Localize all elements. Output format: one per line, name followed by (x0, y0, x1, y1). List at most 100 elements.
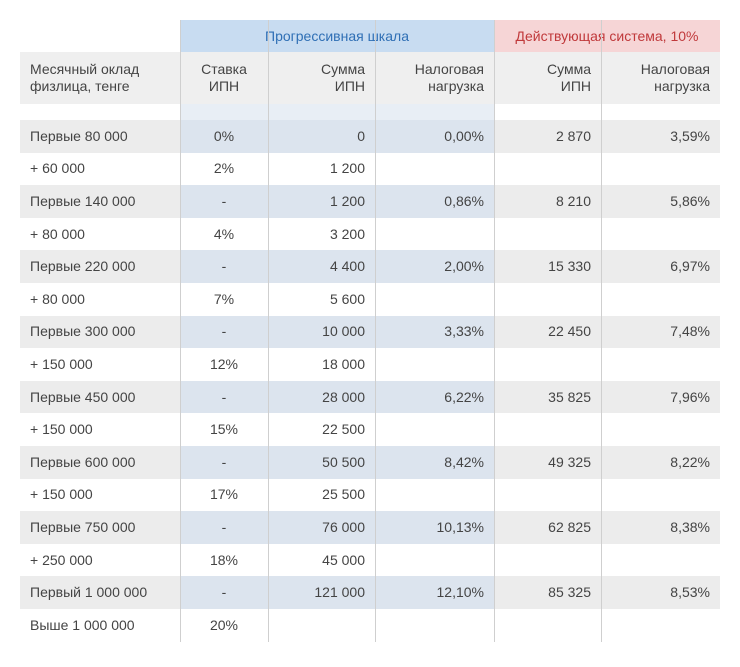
column-divider (375, 20, 376, 642)
table-cell (494, 152, 601, 186)
table-cell (375, 413, 494, 446)
table-cell: 121 000 (268, 576, 375, 609)
table-cell: 1 200 (268, 185, 375, 218)
table-cell: + 150 000 (20, 413, 180, 446)
table-cell: + 80 000 (20, 217, 180, 251)
table-cell: - (180, 315, 268, 349)
column-divider (268, 20, 269, 642)
table-cell: Первые 80 000 (20, 120, 180, 153)
column-header: Месячный оклад физлица, тенге (20, 52, 180, 104)
table-cell: 0 (268, 120, 375, 153)
table-cell: Первые 750 000 (20, 511, 180, 544)
table-cell: 8,53% (601, 576, 720, 609)
table-cell: 8 210 (494, 185, 601, 218)
table-cell (494, 413, 601, 446)
table-cell: 28 000 (268, 380, 375, 414)
table-cell: 0% (180, 120, 268, 153)
column-header: Налоговая нагрузка (601, 52, 720, 104)
column-header: Ставка ИПН (180, 52, 268, 104)
table-cell: 25 500 (268, 478, 375, 512)
table-cell: 1 200 (268, 152, 375, 186)
table-cell: 10 000 (268, 315, 375, 349)
table-cell: 7,48% (601, 315, 720, 349)
table-cell (375, 609, 494, 642)
table-cell: 62 825 (494, 511, 601, 544)
table-cell (494, 478, 601, 512)
table-cell: 2,00% (375, 250, 494, 283)
table-cell: Первые 220 000 (20, 250, 180, 283)
table-cell: 4% (180, 217, 268, 251)
table-cell: 8,22% (601, 446, 720, 479)
table-cell: Первый 1 000 000 (20, 576, 180, 609)
table-cell: 18% (180, 543, 268, 577)
table-cell: Выше 1 000 000 (20, 609, 180, 642)
table-cell (375, 217, 494, 251)
table-cell: 0,86% (375, 185, 494, 218)
table-cell: 15% (180, 413, 268, 446)
table-cell: 12,10% (375, 576, 494, 609)
table-cell (375, 152, 494, 186)
table-cell: 22 450 (494, 315, 601, 349)
group-header: Действующая система, 10% (494, 20, 720, 52)
table-cell: 22 500 (268, 413, 375, 446)
table-cell: - (180, 250, 268, 283)
table-cell (375, 348, 494, 381)
table-cell: 45 000 (268, 543, 375, 577)
column-header: Налоговая нагрузка (375, 52, 494, 104)
table-cell (375, 283, 494, 316)
table-cell: Первые 300 000 (20, 315, 180, 349)
table-cell (494, 543, 601, 577)
table-cell (601, 478, 720, 512)
column-divider (601, 20, 602, 642)
table-cell (494, 217, 601, 251)
table-cell: Первые 600 000 (20, 446, 180, 479)
table-cell: 10,13% (375, 511, 494, 544)
table-cell: 7,96% (601, 380, 720, 414)
table-cell: 2% (180, 152, 268, 186)
table-cell (375, 543, 494, 577)
table-cell: 35 825 (494, 380, 601, 414)
table-cell (601, 413, 720, 446)
column-divider (180, 20, 181, 642)
table-cell: 8,42% (375, 446, 494, 479)
table-cell: + 80 000 (20, 283, 180, 316)
table-cell: - (180, 576, 268, 609)
table-cell: Первые 140 000 (20, 185, 180, 218)
table-cell (268, 609, 375, 642)
table-cell: 18 000 (268, 348, 375, 381)
table-cell (601, 283, 720, 316)
table-cell (494, 283, 601, 316)
table-cell (601, 152, 720, 186)
table-cell: 3,33% (375, 315, 494, 349)
table-cell: 5,86% (601, 185, 720, 218)
table-cell: 4 400 (268, 250, 375, 283)
table-cell (375, 478, 494, 512)
table-cell: 17% (180, 478, 268, 512)
table-cell: Первые 450 000 (20, 380, 180, 414)
table-cell: - (180, 185, 268, 218)
table-cell (494, 609, 601, 642)
table-cell: - (180, 446, 268, 479)
table-cell: 6,22% (375, 380, 494, 414)
table-cell: 50 500 (268, 446, 375, 479)
table-cell (601, 348, 720, 381)
table-cell: + 150 000 (20, 348, 180, 381)
table-cell: 85 325 (494, 576, 601, 609)
table-cell: 7% (180, 283, 268, 316)
table-cell: 49 325 (494, 446, 601, 479)
column-header: Сумма ИПН (268, 52, 375, 104)
table-cell: 12% (180, 348, 268, 381)
table-cell: 3 200 (268, 217, 375, 251)
table-cell: - (180, 380, 268, 414)
column-header: Сумма ИПН (494, 52, 601, 104)
table-cell: 3,59% (601, 120, 720, 153)
table-cell: + 250 000 (20, 543, 180, 577)
table-cell: + 60 000 (20, 152, 180, 186)
table-cell: 15 330 (494, 250, 601, 283)
spacer (180, 104, 494, 120)
table-cell: 20% (180, 609, 268, 642)
table-cell (601, 609, 720, 642)
table-cell: 8,38% (601, 511, 720, 544)
table-cell: 76 000 (268, 511, 375, 544)
